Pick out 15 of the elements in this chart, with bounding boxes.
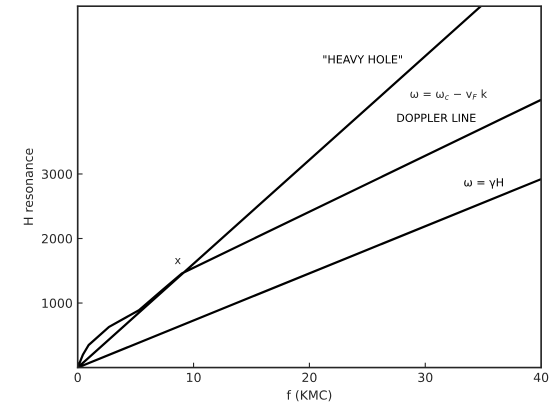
y-tick-label: 3000 <box>42 169 72 179</box>
series-label: ω = γH <box>464 178 503 189</box>
x-tick-label: 40 <box>534 372 548 382</box>
y-axis-title: H resonance <box>24 148 34 225</box>
annotation: x <box>174 258 181 264</box>
x-tick-label: 30 <box>418 372 432 382</box>
x-tick-label: 20 <box>302 372 317 382</box>
y-tick-label: 2000 <box>42 234 72 244</box>
annotation: ω = ω$_{c}$ − v$_{F}$ k <box>410 89 488 100</box>
series-label: DOPPLER LINE <box>397 114 476 122</box>
x-axis-title: f (KMC) <box>286 390 332 402</box>
x-tick-label: 10 <box>186 372 201 382</box>
series-label: "HEAVY HOLE" <box>323 55 402 64</box>
x-tick-label: 0 <box>74 372 81 382</box>
y-tick-label: 1000 <box>42 298 72 308</box>
